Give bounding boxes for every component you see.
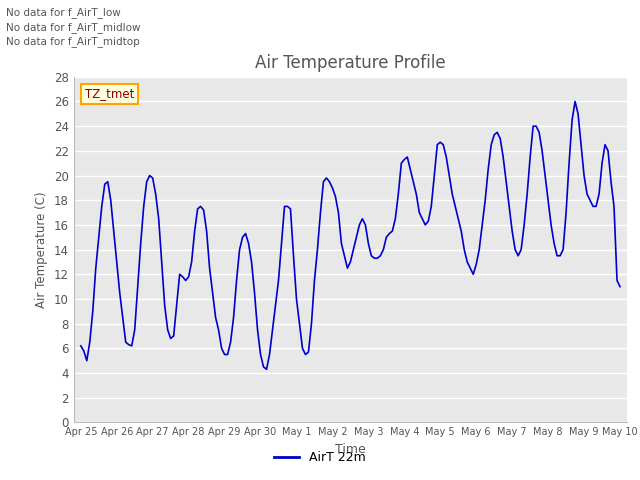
Legend: AirT 22m: AirT 22m: [269, 446, 371, 469]
Y-axis label: Air Temperature (C): Air Temperature (C): [35, 192, 48, 308]
Text: No data for f_AirT_low: No data for f_AirT_low: [6, 7, 121, 18]
X-axis label: Time: Time: [335, 443, 366, 456]
Title: Air Temperature Profile: Air Temperature Profile: [255, 54, 445, 72]
Text: No data for f_AirT_midtop: No data for f_AirT_midtop: [6, 36, 140, 47]
Text: TZ_tmet: TZ_tmet: [84, 87, 134, 100]
Text: No data for f_AirT_midlow: No data for f_AirT_midlow: [6, 22, 141, 33]
